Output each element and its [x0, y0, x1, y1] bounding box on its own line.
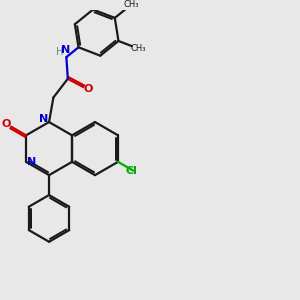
- Text: N: N: [39, 114, 49, 124]
- Text: N: N: [27, 157, 36, 167]
- Text: O: O: [2, 119, 11, 129]
- Text: CH₃: CH₃: [130, 44, 146, 53]
- Text: N: N: [61, 45, 70, 55]
- Text: Cl: Cl: [126, 166, 137, 176]
- Text: H: H: [56, 47, 64, 57]
- Text: CH₃: CH₃: [123, 0, 139, 9]
- Text: O: O: [83, 85, 93, 94]
